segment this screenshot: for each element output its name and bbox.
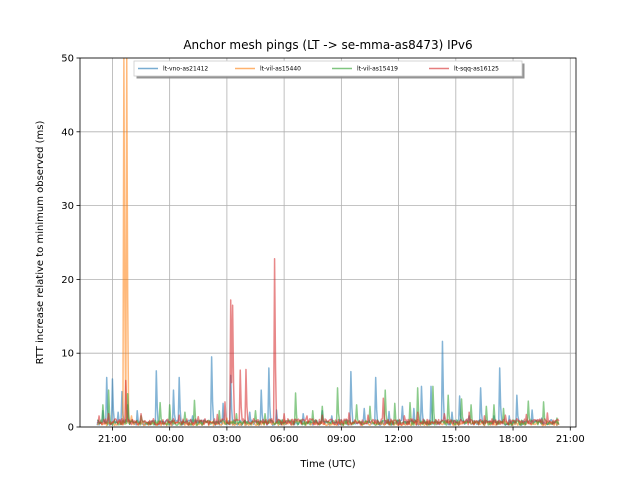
legend-box (133, 60, 523, 77)
x-tick-label: 21:00 (556, 434, 585, 445)
legend: lt-vno-as21412 lt-vil-as15440 lt-vil-as154… (133, 60, 525, 79)
y-tick-label: 30 (61, 201, 74, 212)
legend-label: lt-vil-as15440 (260, 66, 301, 73)
x-tick-label: 09:00 (327, 434, 356, 445)
x-axis-title: Time (UTC) (299, 459, 355, 470)
x-tick-label: 06:00 (270, 434, 299, 445)
plot-frame (79, 57, 577, 428)
series-layer (96, 58, 560, 427)
y-tick-label: 50 (61, 54, 74, 65)
x-tick-label: 18:00 (499, 434, 528, 445)
legend-label: lt-sqq-as16125 (454, 66, 499, 73)
x-tick-label: 00:00 (155, 434, 184, 445)
ticks: 21:00 00:00 03:00 06:00 09:00 12:00 15:00 18:00… (61, 54, 584, 446)
x-tick-label: 21:00 (98, 434, 127, 445)
x-tick-label: 15:00 (441, 434, 470, 445)
chart-title: Anchor mesh pings (LT -> se-mma-as8473) … (183, 38, 472, 52)
x-tick-label: 03:00 (212, 434, 241, 445)
y-tick-label: 0 (68, 423, 74, 434)
x-tick-label: 12:00 (384, 434, 413, 445)
y-tick-label: 20 (61, 275, 74, 286)
y-tick-label: 10 (61, 349, 74, 360)
y-tick-label: 40 (61, 127, 74, 138)
series-line-lt-sqq-as16125 (96, 257, 560, 426)
y-axis-title: RTT increase relative to minimum observe… (35, 120, 46, 364)
legend-label: lt-vno-as21412 (163, 66, 208, 73)
legend-label: lt-vil-as15419 (357, 66, 398, 73)
